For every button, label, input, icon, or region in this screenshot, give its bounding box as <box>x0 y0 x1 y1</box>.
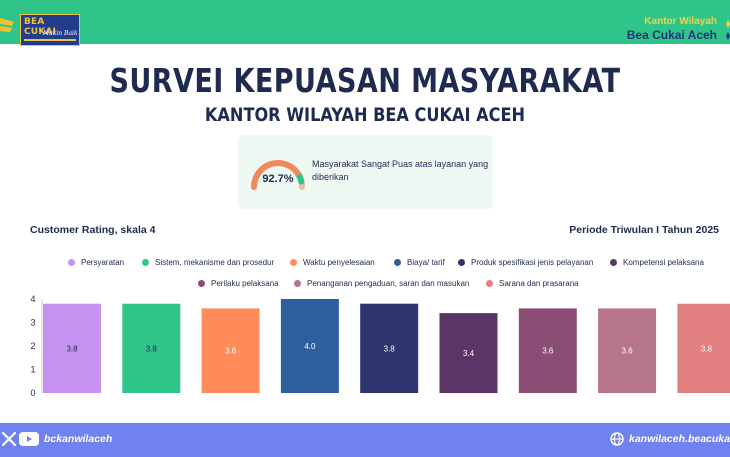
logo-title: BEA CUKAI <box>24 17 57 37</box>
bar-value-label: 3.8 <box>146 344 158 353</box>
legend-item: Sistem, mekanisme dan prosedur <box>142 258 274 267</box>
legend-item: Persyaratan <box>68 258 124 267</box>
legend-item: Waktu penyelesaian <box>290 258 375 267</box>
bar <box>518 308 577 393</box>
rating-scale-label: Customer Rating, skala 4 <box>30 224 156 236</box>
bar <box>201 308 260 393</box>
bar <box>122 303 181 393</box>
page-title: SURVEI KEPUASAN MASYARAKAT <box>109 61 621 100</box>
bar-value-label: 3.6 <box>622 347 634 356</box>
satisfaction-text: Masyarakat Sangat Puas atas layanan yang… <box>312 159 489 182</box>
y-tick-label: 1 <box>30 365 35 375</box>
legend-item: Penanganan pengaduan, saran dan masukan <box>294 279 469 288</box>
header-bar: BEA CUKAI Makin Baik Kantor Wilayah Bea … <box>0 0 730 46</box>
period-label: Periode Triwulan I Tahun 2025 <box>569 224 719 236</box>
bar-value-label: 3.8 <box>701 344 713 353</box>
bar-value-label: 4.0 <box>304 342 316 351</box>
office-line2: Bea Cukai Aceh <box>626 28 717 42</box>
bar-value-label: 3.6 <box>225 347 237 356</box>
legend-swatch <box>290 259 297 266</box>
legend-label: Perilaku pelaksana <box>211 279 279 288</box>
social-handle[interactable]: bckanwilaceh <box>44 433 113 445</box>
legend-label: Sistem, mekanisme dan prosedur <box>155 258 275 267</box>
legend-swatch <box>610 259 617 266</box>
bar-value-label: 3.6 <box>542 347 554 356</box>
y-tick-label: 3 <box>30 318 35 328</box>
decorative-star-icon <box>726 20 730 40</box>
y-tick-label: 4 <box>30 294 35 304</box>
legend-swatch <box>68 259 75 266</box>
bar-value-label: 3.8 <box>66 344 78 353</box>
legend-item: Sarana dan prasarana <box>486 279 579 288</box>
logo-strip <box>24 39 76 41</box>
bar <box>598 308 657 393</box>
bar-value-label: 3.8 <box>384 344 396 353</box>
legend-item: Produk spesifikasi jenis pelayanan <box>458 258 593 267</box>
office-line1: Kantor Wilayah <box>644 16 717 27</box>
bar <box>43 303 101 393</box>
legend-label: Waktu penyelesaian <box>303 258 375 267</box>
legend-item: Perilaku pelaksana <box>198 279 279 288</box>
satisfaction-value: 92.7% <box>262 173 294 185</box>
bea-cukai-logo: BEA CUKAI Makin Baik <box>20 14 80 46</box>
logo-tagline: Makin Baik <box>43 30 78 37</box>
legend-swatch <box>142 259 149 266</box>
legend-label: Sarana dan prasarana <box>499 279 579 288</box>
legend-swatch <box>198 280 205 287</box>
bar <box>280 299 339 393</box>
wing-emblem-icon <box>0 18 14 32</box>
legend-item: Biaya/ tarif <box>394 258 445 267</box>
legend-swatch <box>486 280 493 287</box>
y-tick-label: 0 <box>30 388 35 398</box>
page-subtitle: KANTOR WILAYAH BEA CUKAI ACEH <box>204 104 526 126</box>
legend-label: Penanganan pengaduan, saran dan masukan <box>307 279 470 288</box>
youtube-icon[interactable] <box>19 432 39 446</box>
legend-swatch <box>394 259 401 266</box>
y-tick-label: 2 <box>30 341 35 351</box>
website-link[interactable]: kanwilaceh.beacukai.go.id <box>629 433 730 445</box>
bar <box>677 303 730 393</box>
bar <box>360 303 419 393</box>
legend-item: Kompetensi pelaksana <box>610 258 704 267</box>
legend-label: Persyaratan <box>81 258 125 267</box>
bar-value-label: 3.4 <box>463 349 475 358</box>
footer-bar: bckanwilaceh kanwilaceh.beacukai.go.id <box>0 423 730 457</box>
legend-label: Produk spesifikasi jenis pelayanan <box>471 258 594 267</box>
bar <box>439 313 498 393</box>
legend-swatch <box>294 280 301 287</box>
rating-bar-chart: 0 1 2 3 4 3.8 3.8 3.6 4.0 3.8 3.4 3.6 3.6 3.8 <box>30 294 730 398</box>
legend-label: Kompetensi pelaksana <box>623 258 704 267</box>
legend-swatch <box>458 259 465 266</box>
satisfaction-gauge <box>251 160 305 190</box>
satisfaction-card: 92.7% Masyarakat Sangat Puas atas layana… <box>238 135 493 209</box>
globe-icon <box>610 432 624 446</box>
legend-label: Biaya/ tarif <box>407 258 445 267</box>
x-icon[interactable] <box>2 432 16 446</box>
